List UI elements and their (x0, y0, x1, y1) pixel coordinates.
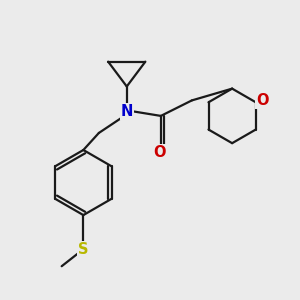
Text: S: S (78, 242, 88, 257)
Text: N: N (121, 104, 133, 119)
Text: O: O (256, 93, 269, 108)
Text: O: O (153, 145, 166, 160)
